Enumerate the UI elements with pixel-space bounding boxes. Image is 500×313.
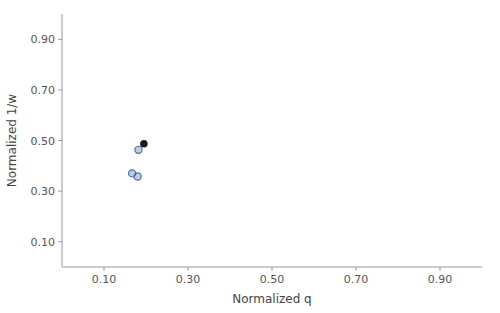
x-tick-label: 0.70: [344, 273, 369, 286]
x-tick-label: 0.10: [92, 273, 117, 286]
x-tick-label: 0.50: [260, 273, 285, 286]
point: [134, 173, 141, 180]
y-tick: [58, 140, 62, 141]
x-tick-label: 0.90: [428, 273, 453, 286]
y-tick: [58, 191, 62, 192]
y-tick-label: 0.90: [31, 33, 56, 46]
y-tick-label: 0.70: [31, 84, 56, 97]
x-tick: [272, 267, 273, 271]
x-tick: [440, 267, 441, 271]
x-tick: [356, 267, 357, 271]
x-tick: [104, 267, 105, 271]
y-tick: [58, 241, 62, 242]
y-tick: [58, 39, 62, 40]
point: [135, 146, 142, 153]
y-tick-label: 0.30: [31, 185, 56, 198]
y-tick-label: 0.50: [31, 135, 56, 148]
chart: 0.10 0.30 0.50 0.70 0.90 0.10 0.30 0.50 0.70 0.90…: [0, 0, 500, 313]
x-tick: [188, 267, 189, 271]
y-tick: [58, 89, 62, 90]
y-axis-label: Normalized 1/w: [5, 94, 19, 188]
y-tick-label: 0.10: [31, 236, 56, 249]
x-tick-label: 0.30: [176, 273, 201, 286]
x-axis-label: Normalized q: [232, 292, 311, 306]
plot-area: [129, 140, 148, 180]
point: [140, 140, 148, 148]
